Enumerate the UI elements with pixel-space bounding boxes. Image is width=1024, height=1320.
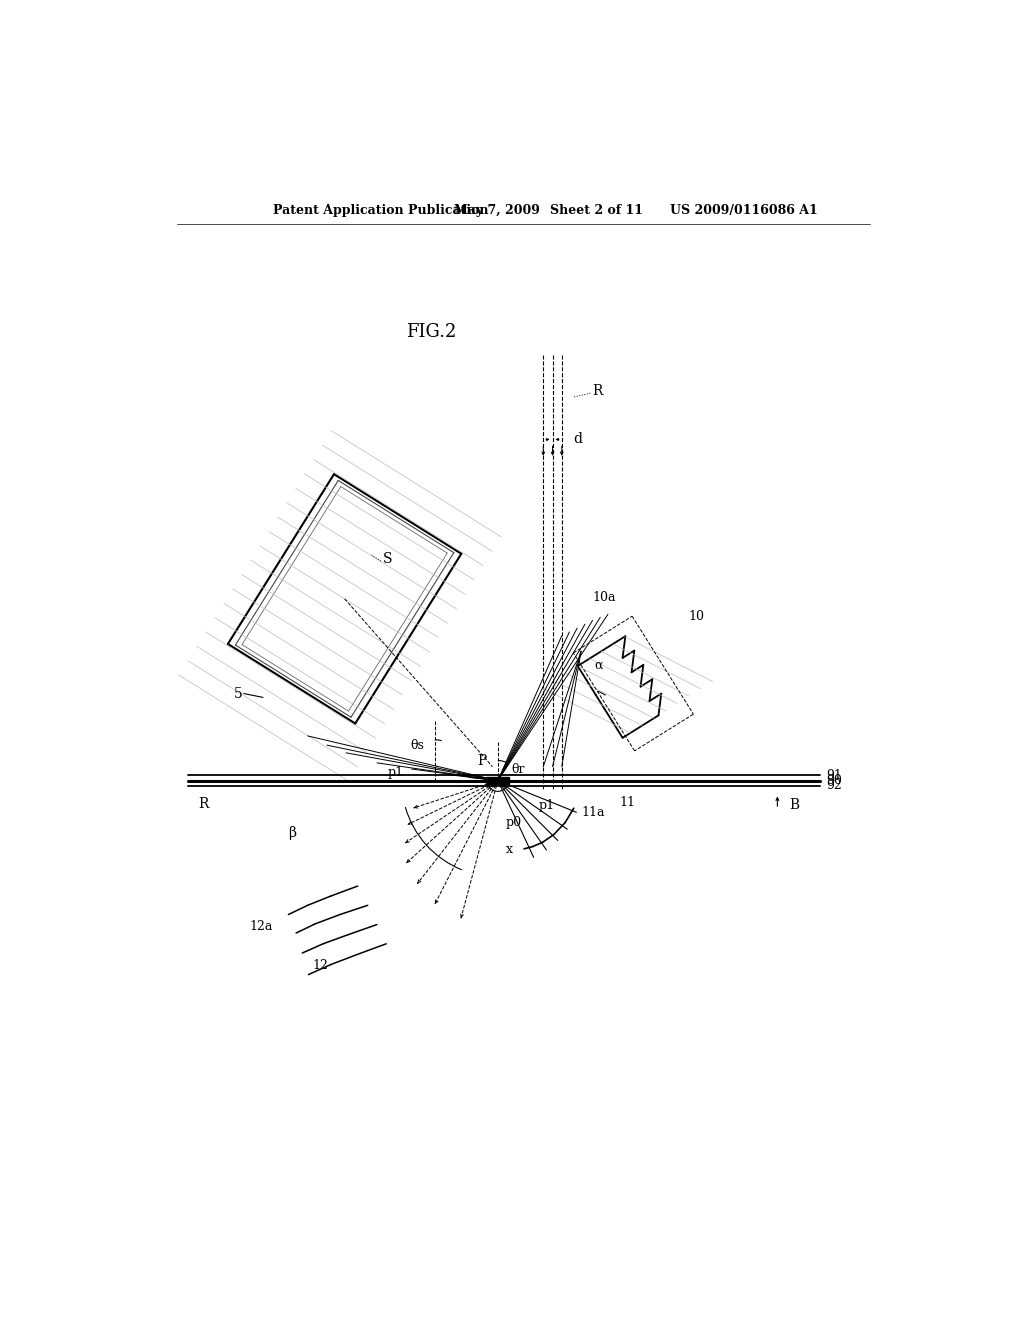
Text: p1: p1 bbox=[539, 799, 555, 812]
Text: Sheet 2 of 11: Sheet 2 of 11 bbox=[550, 205, 643, 218]
Text: B: B bbox=[788, 799, 799, 812]
Polygon shape bbox=[486, 776, 509, 784]
Text: 11: 11 bbox=[620, 796, 636, 809]
Text: R: R bbox=[593, 384, 603, 397]
Text: d: d bbox=[573, 433, 583, 446]
Text: p0: p0 bbox=[506, 816, 521, 829]
Text: Patent Application Publication: Patent Application Publication bbox=[273, 205, 488, 218]
Text: x: x bbox=[506, 843, 513, 857]
Text: θr: θr bbox=[512, 763, 525, 776]
Text: 10a: 10a bbox=[593, 591, 616, 603]
Text: 11a: 11a bbox=[581, 807, 604, 820]
Text: 92: 92 bbox=[826, 779, 842, 792]
Text: FIG.2: FIG.2 bbox=[406, 322, 456, 341]
Text: 91: 91 bbox=[826, 768, 842, 781]
Text: θs: θs bbox=[411, 739, 425, 752]
Text: US 2009/0116086 A1: US 2009/0116086 A1 bbox=[670, 205, 817, 218]
Text: α: α bbox=[595, 659, 603, 672]
Text: 90: 90 bbox=[826, 774, 842, 787]
Text: 12a: 12a bbox=[250, 920, 273, 933]
Text: 12: 12 bbox=[312, 958, 329, 972]
Text: S: S bbox=[383, 552, 392, 566]
Text: R: R bbox=[199, 797, 209, 810]
Text: 10: 10 bbox=[689, 610, 705, 623]
Text: β: β bbox=[289, 826, 296, 840]
Text: P: P bbox=[477, 754, 486, 768]
Text: 5: 5 bbox=[233, 686, 243, 701]
Text: May 7, 2009: May 7, 2009 bbox=[454, 205, 540, 218]
Text: p1: p1 bbox=[388, 766, 403, 779]
